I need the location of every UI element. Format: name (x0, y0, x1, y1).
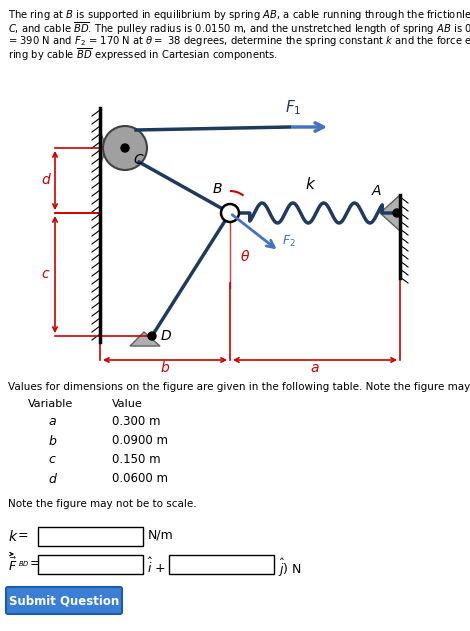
Polygon shape (100, 130, 106, 166)
Text: $B$: $B$ (212, 182, 223, 196)
Text: $k$: $k$ (8, 529, 18, 544)
Circle shape (121, 144, 129, 152)
Text: $\hat{i}$ +: $\hat{i}$ + (147, 557, 166, 576)
Text: = 390 N and $F_2$ = 170 N at $\theta =$ 38 degrees, determine the spring constan: = 390 N and $F_2$ = 170 N at $\theta =$ … (8, 34, 470, 48)
Text: $a$: $a$ (310, 361, 320, 375)
Text: Variable: Variable (28, 399, 73, 409)
Text: $k$: $k$ (305, 176, 316, 192)
Text: ring by cable $\overline{BD}$ expressed in Cartesian components.: ring by cable $\overline{BD}$ expressed … (8, 47, 278, 64)
Text: $d$: $d$ (48, 472, 58, 486)
Text: $F_2$: $F_2$ (282, 234, 296, 249)
Text: Note the figure may not be to scale.: Note the figure may not be to scale. (8, 499, 196, 509)
Text: 0.300 m: 0.300 m (112, 415, 160, 428)
Circle shape (148, 332, 156, 340)
Text: 0.0900 m: 0.0900 m (112, 434, 168, 447)
Text: $C$: $C$ (133, 153, 145, 167)
Text: $\vec{F}$: $\vec{F}$ (8, 557, 17, 574)
Text: N/m: N/m (148, 529, 174, 542)
Text: $d$: $d$ (41, 172, 52, 187)
Text: The ring at $B$ is supported in equilibrium by spring $AB$, a cable running thro: The ring at $B$ is supported in equilibr… (8, 8, 470, 22)
Text: $a$: $a$ (48, 415, 57, 428)
FancyBboxPatch shape (38, 527, 143, 546)
FancyBboxPatch shape (38, 555, 143, 574)
Text: $\theta$: $\theta$ (240, 249, 250, 264)
Text: $F_1$: $F_1$ (285, 98, 301, 117)
Text: $b$: $b$ (160, 360, 170, 375)
Circle shape (393, 209, 401, 217)
Text: $C$, and cable $\overline{BD}$. The pulley radius is 0.0150 m, and the unstretch: $C$, and cable $\overline{BD}$. The pull… (8, 21, 470, 37)
Text: $c$: $c$ (48, 453, 57, 466)
Text: Submit Question: Submit Question (9, 594, 119, 607)
Polygon shape (380, 195, 400, 231)
FancyBboxPatch shape (6, 587, 122, 614)
Circle shape (103, 126, 147, 170)
Text: Value: Value (112, 399, 143, 409)
Text: =: = (18, 529, 29, 542)
Text: Values for dimensions on the figure are given in the following table. Note the f: Values for dimensions on the figure are … (8, 382, 470, 392)
Text: $\hat{j}$) N: $\hat{j}$) N (278, 557, 302, 579)
FancyBboxPatch shape (169, 555, 274, 574)
Circle shape (221, 204, 239, 222)
Text: 0.0600 m: 0.0600 m (112, 472, 168, 485)
Text: $b$: $b$ (48, 434, 57, 448)
Text: =: = (30, 557, 40, 570)
Text: $c$: $c$ (41, 268, 50, 281)
Polygon shape (130, 332, 160, 346)
Text: 0.150 m: 0.150 m (112, 453, 161, 466)
Text: $A$: $A$ (371, 184, 382, 198)
Text: $D$: $D$ (160, 329, 172, 343)
Text: $_{BD}$: $_{BD}$ (18, 559, 30, 569)
